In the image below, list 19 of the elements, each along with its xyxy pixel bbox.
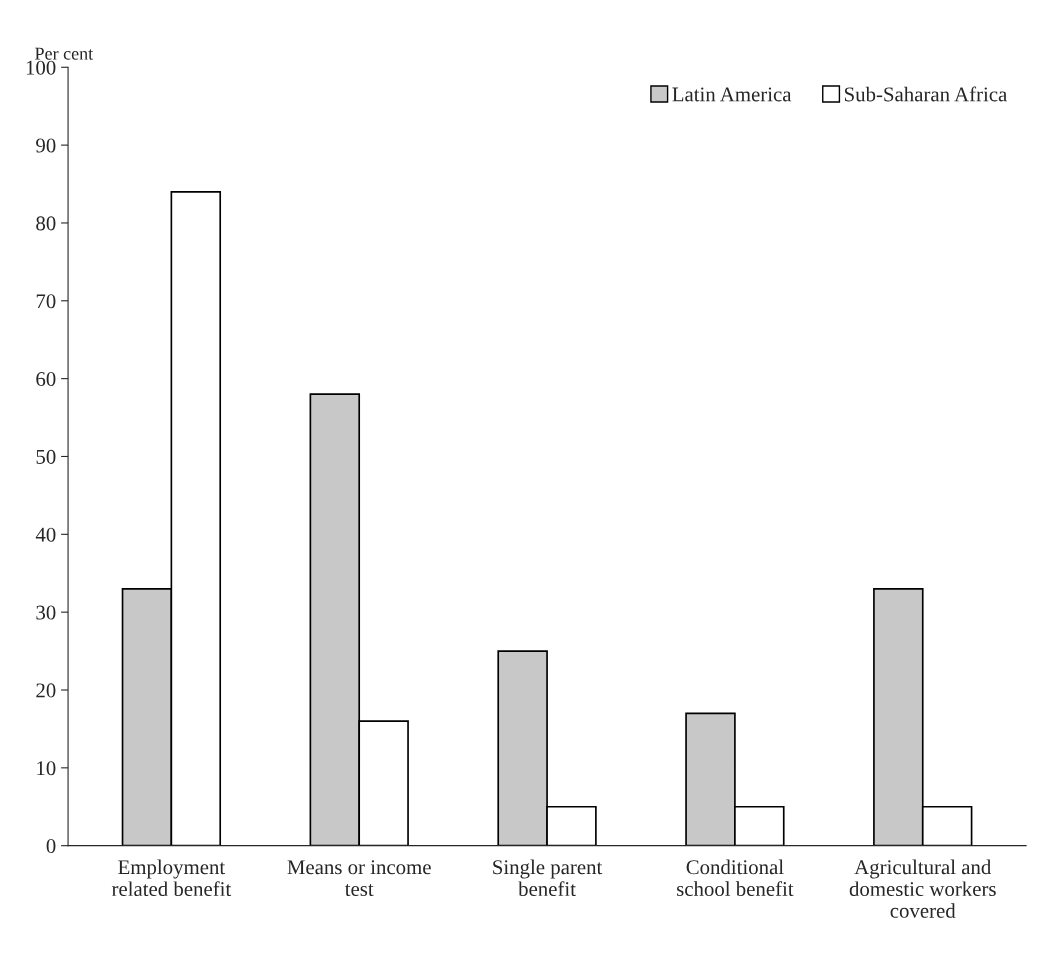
y-tick-label: 80	[36, 216, 56, 231]
x-tick-label: Single parent benefit	[493, 859, 603, 897]
y-tick-label: 50	[36, 449, 56, 464]
x-tick-label: Means or income test	[287, 860, 431, 897]
y-tick-label: 20	[36, 683, 56, 698]
legend-label: Latin America	[672, 87, 792, 102]
x-tick-label: Agricultural and domestic workers covered	[849, 859, 996, 918]
y-tick-label: 0	[46, 839, 56, 854]
y-tick-label: 40	[35, 527, 56, 542]
x-tick-label: Employment related benefit	[111, 859, 232, 897]
y-tick-label: 90	[36, 138, 56, 153]
y-tick-label: 30	[36, 605, 56, 620]
legend-label: Sub-Saharan Africa	[844, 86, 1008, 102]
y-axis-title: Per cent	[35, 47, 94, 60]
y-tick-label: 10	[37, 761, 56, 776]
x-tick-label: Conditional school benefit	[677, 859, 794, 897]
y-tick-label: 100	[26, 60, 56, 75]
y-tick-label: 60	[36, 372, 56, 387]
y-tick-label: 70	[36, 294, 56, 309]
